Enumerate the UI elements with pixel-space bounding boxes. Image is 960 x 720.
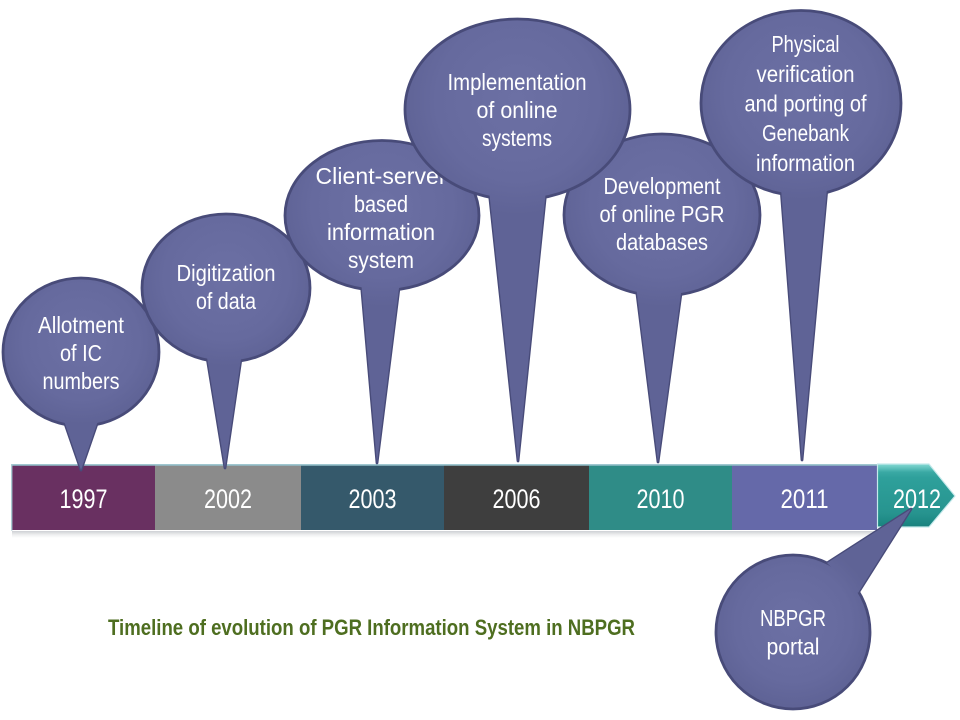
svg-text:Timeline of evolution of PGR I: Timeline of evolution of PGR Information… — [108, 615, 635, 640]
svg-text:verification: verification — [757, 61, 855, 87]
svg-text:of online: of online — [477, 97, 558, 123]
svg-text:2002: 2002 — [204, 484, 252, 514]
svg-text:information: information — [327, 219, 435, 245]
svg-text:Implementation: Implementation — [448, 69, 587, 95]
svg-text:of online PGR: of online PGR — [600, 201, 725, 227]
svg-text:Digitization: Digitization — [177, 260, 276, 286]
svg-text:numbers: numbers — [43, 368, 120, 394]
svg-text:systems: systems — [482, 125, 552, 151]
svg-text:of IC: of IC — [60, 340, 102, 366]
svg-text:information: information — [756, 150, 855, 176]
svg-text:Allotment: Allotment — [38, 312, 125, 338]
svg-text:Genebank: Genebank — [762, 120, 849, 146]
svg-text:Development: Development — [604, 173, 722, 199]
svg-text:Physical: Physical — [772, 31, 840, 57]
svg-text:2006: 2006 — [493, 484, 541, 514]
svg-text:2010: 2010 — [637, 484, 685, 514]
svg-text:NBPGR: NBPGR — [760, 605, 826, 631]
svg-text:2003: 2003 — [349, 484, 397, 514]
svg-text:of data: of data — [196, 288, 256, 314]
svg-text:system: system — [348, 247, 414, 273]
svg-text:and porting of: and porting of — [745, 91, 868, 117]
svg-text:Client-server: Client-server — [316, 163, 447, 189]
svg-text:1997: 1997 — [60, 484, 108, 514]
svg-text:based: based — [354, 191, 408, 217]
svg-text:2011: 2011 — [781, 484, 829, 514]
svg-text:databases: databases — [616, 229, 708, 255]
svg-text:portal: portal — [767, 634, 820, 660]
svg-text:2012: 2012 — [893, 484, 941, 514]
